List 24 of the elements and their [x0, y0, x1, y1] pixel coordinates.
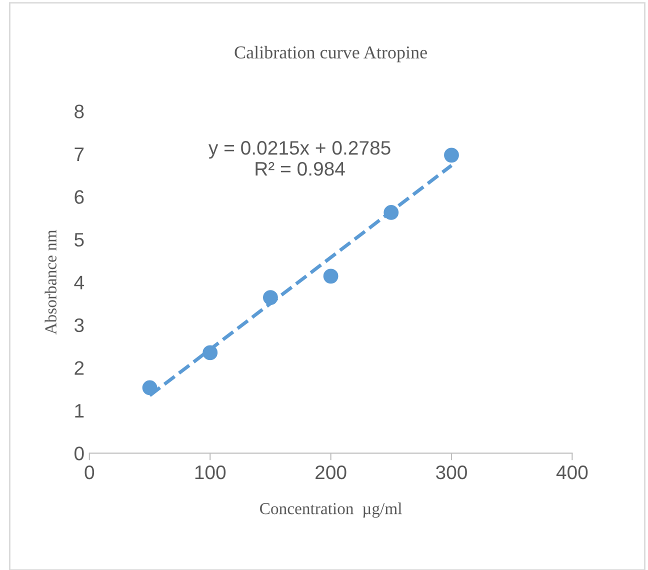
x-tick-label: 400	[556, 465, 588, 480]
x-tick-label: 100	[195, 465, 226, 480]
x-axis-title: Concentration µg/ml	[260, 502, 402, 518]
y-axis-title: Absorbance nm	[44, 230, 56, 335]
annotation: y = 0.0215x + 0.2785 R² = 0.984	[208, 140, 390, 176]
y-tick-label: 6	[74, 190, 84, 204]
y-tick-label: 3	[74, 318, 84, 332]
point	[262, 290, 278, 306]
x-tick-label: 300	[436, 465, 467, 480]
y-tick-label: 7	[74, 148, 84, 161]
y-tick-label: 5	[74, 233, 84, 247]
point	[444, 148, 459, 163]
y-tick-label: 1	[75, 404, 84, 418]
point	[384, 205, 399, 220]
x-tick-label: 0	[84, 465, 94, 480]
y-tick-label: 8	[74, 104, 84, 118]
point	[142, 380, 158, 396]
y-tick-label: 2	[74, 361, 84, 375]
chart-title: Calibration curve Atropine	[234, 46, 427, 62]
point	[323, 268, 338, 284]
point	[202, 345, 218, 360]
y-tick-label: 0	[74, 446, 84, 460]
y-tick-label: 4	[74, 276, 84, 290]
x-tick-label: 200	[316, 465, 346, 480]
